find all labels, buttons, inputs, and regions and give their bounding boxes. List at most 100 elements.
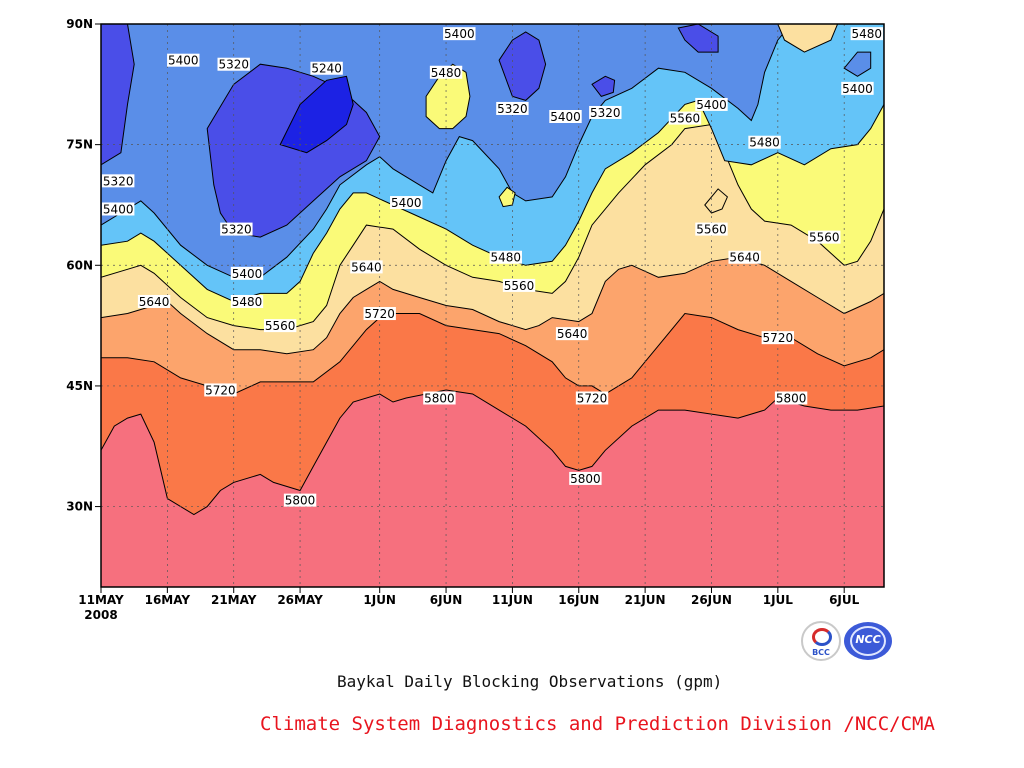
contour-label-box (575, 391, 609, 405)
contour-label-text: 5560 (696, 223, 727, 237)
contour-label-box (808, 230, 841, 244)
x-tick-label: 21MAY (211, 593, 257, 607)
contour-island-5400-8 (843, 51, 872, 77)
contour-label-text: 5720 (763, 331, 794, 345)
x-tick-label: 6JUL (829, 593, 860, 607)
contour-label: 5400 (390, 196, 423, 210)
contour-label: 5480 (230, 294, 264, 309)
contour-label: 5480 (850, 27, 883, 41)
contour-label-text: 5480 (852, 27, 883, 41)
contour-label: 5800 (569, 471, 602, 486)
contour-label: 5320 (589, 105, 622, 120)
contour-label: 5640 (350, 260, 383, 274)
y-tick-label: 45N (66, 379, 93, 393)
bcc-swirl-icon (812, 628, 832, 646)
contour-label-text: 5720 (364, 307, 395, 321)
contour-label: 5400 (695, 97, 728, 112)
contour-label-box (350, 260, 383, 274)
contour-label: 5560 (263, 319, 297, 333)
x-tick-label: 26MAY (277, 593, 323, 607)
contour-label-text: 5640 (139, 295, 170, 309)
contour-label-box (443, 27, 476, 41)
chart-title: Baykal Daily Blocking Observations (gpm) (337, 672, 723, 691)
contour-label: 5400 (102, 202, 135, 216)
contour-label-box (220, 222, 253, 236)
contour-label-text: 5480 (490, 251, 521, 265)
x-tick-label: 1JUN (363, 593, 396, 607)
contour-label-box (668, 111, 702, 125)
contour-label: 5240 (310, 61, 343, 76)
contour-label-text: 5240 (311, 62, 342, 76)
contour-label: 5640 (555, 327, 589, 341)
contour-label-box (502, 278, 536, 292)
contour-label-box (230, 294, 264, 308)
grid-lines (101, 24, 884, 587)
contour-label-box (489, 250, 522, 264)
contour-label-box (390, 196, 423, 210)
contour-island-5560-9 (704, 188, 729, 214)
contour-label-text: 5400 (391, 196, 422, 210)
contour-label-text: 5400 (842, 82, 873, 96)
contour-label-text: 5560 (809, 231, 840, 245)
bcc-logo: BCC (801, 621, 841, 661)
contour-label-box (748, 135, 781, 149)
contour-label: 5560 (695, 222, 728, 237)
y-tick-label: 60N (66, 258, 93, 272)
contour-label: 5320 (217, 57, 250, 72)
contour-label: 5480 (429, 65, 463, 80)
contour-label-text: 5400 (103, 202, 134, 216)
contour-label: 5480 (489, 250, 522, 265)
contour-island-5320-4 (591, 75, 616, 97)
contour-label-text: 5400 (168, 54, 199, 68)
contour-label-box (761, 331, 795, 345)
contour-island-5240-2 (279, 75, 354, 154)
contour-label-text: 5640 (557, 327, 588, 341)
plot-frame (100, 23, 885, 588)
contour-label-text: 5400 (232, 267, 263, 281)
contour-label-box (695, 222, 728, 236)
contour-label-text: 5800 (285, 494, 316, 508)
contour-label-box (102, 202, 135, 216)
y-tick-label: 90N (66, 17, 93, 31)
x-tick-label: 1JUL (763, 593, 794, 607)
y-tick-label: 75N (66, 138, 93, 152)
contour-label-text: 5400 (444, 27, 475, 41)
contour-label: 5400 (443, 27, 476, 41)
contour-label-box (850, 27, 883, 41)
contour-label-text: 5320 (218, 58, 249, 72)
contour-island-5560-10 (777, 24, 839, 53)
contour-island-5320-5 (677, 24, 719, 53)
ncc-logo-text: NCC (855, 633, 881, 646)
contour-label-box (102, 174, 135, 188)
contour-label-text: 5320 (103, 174, 134, 188)
contour-label-text: 5560 (504, 279, 535, 293)
credit-line: Climate System Diagnostics and Predictio… (260, 713, 935, 735)
contour-label-box (423, 391, 456, 405)
ncc-logo: NCC (844, 622, 892, 660)
contour-label: 5560 (808, 230, 841, 245)
contour-label-box (728, 250, 761, 264)
contour-label-text: 5800 (424, 391, 455, 405)
contour-line-5720 (101, 312, 884, 395)
contour-island-5320-3 (498, 31, 547, 101)
contour-label-text: 5800 (776, 391, 807, 405)
contour-label-box (283, 493, 317, 507)
contour-label-text: 5560 (670, 112, 701, 126)
contour-label-box (167, 53, 200, 67)
contour-label-box (695, 97, 728, 111)
contour-label-box (217, 57, 250, 71)
x-year-label: 2008 (84, 608, 117, 622)
contour-label: 5640 (137, 294, 171, 309)
contour-label-box (496, 101, 529, 115)
contour-label-box (363, 307, 396, 321)
contour-label-text: 5720 (205, 383, 236, 397)
contour-label: 5720 (575, 391, 609, 405)
contour-label: 5320 (496, 101, 529, 116)
contour-label-text: 5560 (265, 319, 296, 333)
contour-fills (101, 24, 884, 587)
x-tick-label: 16MAY (145, 593, 191, 607)
x-tick-label: 16JUN (558, 593, 599, 607)
contour-label-text: 5320 (221, 223, 252, 237)
ncc-globe-icon (850, 626, 886, 656)
contour-label: 5640 (728, 250, 761, 265)
